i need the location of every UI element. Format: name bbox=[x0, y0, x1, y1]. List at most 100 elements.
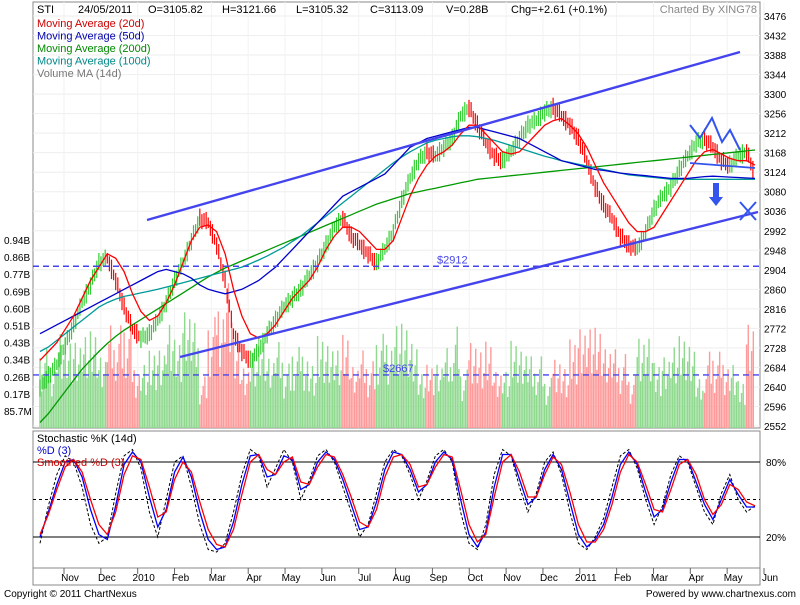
time-tick-label: Nov bbox=[503, 573, 521, 584]
moving-average-lines bbox=[39, 117, 756, 423]
price-tick-label: 3388 bbox=[764, 51, 787, 62]
lower-trendline bbox=[179, 210, 759, 359]
time-tick-label: Feb bbox=[172, 573, 190, 584]
header-date: 24/05/2011 bbox=[78, 4, 132, 16]
stochastic-grid bbox=[33, 461, 760, 538]
price-tick-label: 3212 bbox=[764, 129, 787, 140]
price-tick-label: 3168 bbox=[764, 149, 787, 160]
price-tick-label: 3476 bbox=[764, 12, 787, 23]
price-legend-entry: Moving Average (200d) bbox=[37, 43, 151, 55]
time-tick-label: Mar bbox=[651, 573, 669, 584]
volume-tick-label: 0.17B bbox=[4, 390, 30, 401]
price-tick-label: 2992 bbox=[764, 227, 787, 238]
price-legend: Moving Average (20d)Moving Average (50d)… bbox=[37, 18, 151, 80]
time-tick-label: Jun bbox=[762, 573, 778, 584]
price-tick-label: 2596 bbox=[764, 402, 787, 413]
stochastic-lines bbox=[39, 448, 756, 553]
header-open: O=3105.82 bbox=[148, 4, 203, 16]
trendlines: $2912 $2667 bbox=[33, 50, 760, 376]
stochastic-axis-ticks: 80% 20% bbox=[766, 458, 786, 544]
pattern-support-line bbox=[689, 162, 756, 169]
stochastic-legend-entry: %D (3) bbox=[37, 445, 71, 457]
price-tick-label: 2640 bbox=[764, 383, 787, 394]
volume-tick-label: 0.94B bbox=[4, 236, 30, 247]
price-axis-ticks: 3476 3432 3388 3344 3300 3256 3212 3168 3124 3080… bbox=[764, 12, 787, 433]
stochastic-d-line bbox=[39, 450, 755, 551]
upper-trendline bbox=[146, 50, 741, 222]
time-tick-label: Dec bbox=[98, 573, 116, 584]
volume-tick-label: 85.7M bbox=[4, 407, 32, 418]
time-tick-label: May bbox=[724, 573, 743, 584]
time-tick-label: Mar bbox=[209, 573, 227, 584]
triangle-pattern bbox=[689, 115, 741, 151]
time-tick-label: Feb bbox=[614, 573, 632, 584]
time-tick-label: Jul bbox=[358, 573, 371, 584]
time-tick-label: Jun bbox=[320, 573, 336, 584]
price-tick-label: 3124 bbox=[764, 168, 787, 179]
header-high: H=3121.66 bbox=[222, 4, 276, 16]
header-close: C=3113.09 bbox=[370, 4, 423, 16]
volume-tick-label: 0.69B bbox=[4, 287, 30, 298]
price-tick-label: 3300 bbox=[764, 90, 787, 101]
price-legend-entry: Moving Average (50d) bbox=[37, 31, 144, 43]
time-tick-label: Dec bbox=[540, 573, 558, 584]
support-level-label: $2912 bbox=[437, 254, 468, 266]
header-volume: V=0.28B bbox=[446, 4, 489, 16]
stochastic-tick-label: 20% bbox=[766, 533, 786, 544]
ma50-line bbox=[39, 126, 756, 335]
support-level-label: $2667 bbox=[383, 363, 414, 375]
price-legend-entry: Volume MA (14d) bbox=[37, 68, 121, 80]
volume-tick-label: 0.51B bbox=[4, 322, 30, 333]
time-tick-label: Sep bbox=[430, 573, 448, 584]
volume-tick-label: 0.60B bbox=[4, 304, 30, 315]
price-tick-label: 2948 bbox=[764, 246, 787, 257]
time-tick-label: 2010 bbox=[133, 573, 156, 584]
price-tick-label: 2860 bbox=[764, 285, 787, 296]
price-tick-label: 3432 bbox=[764, 32, 787, 43]
stochastic-legend: Stochastic %K (14d)%D (3)Smoothed %D (3) bbox=[37, 433, 137, 469]
price-tick-label: 2552 bbox=[764, 422, 787, 433]
header-credit: Charted By XING78 bbox=[660, 4, 757, 16]
ma20-line bbox=[39, 117, 756, 361]
price-bars bbox=[39, 97, 754, 397]
stochastic-legend-entry: Stochastic %K (14d) bbox=[37, 433, 137, 445]
cross-mark-icon bbox=[739, 201, 757, 221]
volume-tick-label: 0.86B bbox=[4, 253, 30, 264]
time-tick-label: 2011 bbox=[575, 573, 597, 584]
time-tick-label: Aug bbox=[393, 573, 411, 584]
price-tick-label: 3080 bbox=[764, 188, 787, 199]
time-axis-frame bbox=[32, 567, 761, 586]
price-tick-label: 2816 bbox=[764, 305, 787, 316]
footer-copyright: Copyright © 2011 ChartNexus bbox=[4, 589, 137, 600]
price-tick-label: 3344 bbox=[764, 71, 787, 82]
time-tick-label: Nov bbox=[61, 573, 79, 584]
price-legend-entry: Moving Average (100d) bbox=[37, 56, 151, 68]
time-axis-ticks: Nov Dec 2010 Feb Mar Apr May Jun Jul Aug Sep Oct Nov… bbox=[61, 568, 778, 584]
time-tick-label: Apr bbox=[246, 573, 262, 584]
header-symbol: STI bbox=[37, 4, 54, 16]
stochastic-smoothed-d-line bbox=[39, 453, 756, 548]
down-arrow-icon bbox=[709, 183, 723, 206]
price-tick-label: 2904 bbox=[764, 266, 787, 277]
stochastic-tick-label: 80% bbox=[766, 458, 786, 469]
volume-tick-label: 0.26B bbox=[4, 373, 30, 384]
footer-powered: Powered by www.chartnexus.com bbox=[646, 589, 796, 600]
volume-tick-label: 0.77B bbox=[4, 270, 30, 281]
price-tick-label: 3256 bbox=[764, 110, 787, 121]
ma200-line bbox=[39, 149, 756, 423]
price-legend-entry: Moving Average (20d) bbox=[37, 18, 144, 30]
time-tick-label: Apr bbox=[689, 573, 705, 584]
volume-tick-label: 0.43B bbox=[4, 339, 30, 350]
stochastic-legend-entry: Smoothed %D (3) bbox=[37, 457, 124, 469]
time-tick-label: Oct bbox=[467, 573, 483, 584]
volume-axis-ticks: 0.94B 0.86B 0.77B 0.69B 0.60B 0.51B 0.43B 0.34B… bbox=[4, 236, 32, 418]
header-change: Chg=+2.61 (+0.1%) bbox=[511, 4, 607, 16]
price-tick-label: 2728 bbox=[764, 344, 787, 355]
time-tick-label: May bbox=[282, 573, 301, 584]
price-tick-label: 2772 bbox=[764, 324, 787, 335]
header-low: L=3105.32 bbox=[296, 4, 348, 16]
volume-tick-label: 0.34B bbox=[4, 356, 30, 367]
price-tick-label: 2684 bbox=[764, 363, 787, 374]
